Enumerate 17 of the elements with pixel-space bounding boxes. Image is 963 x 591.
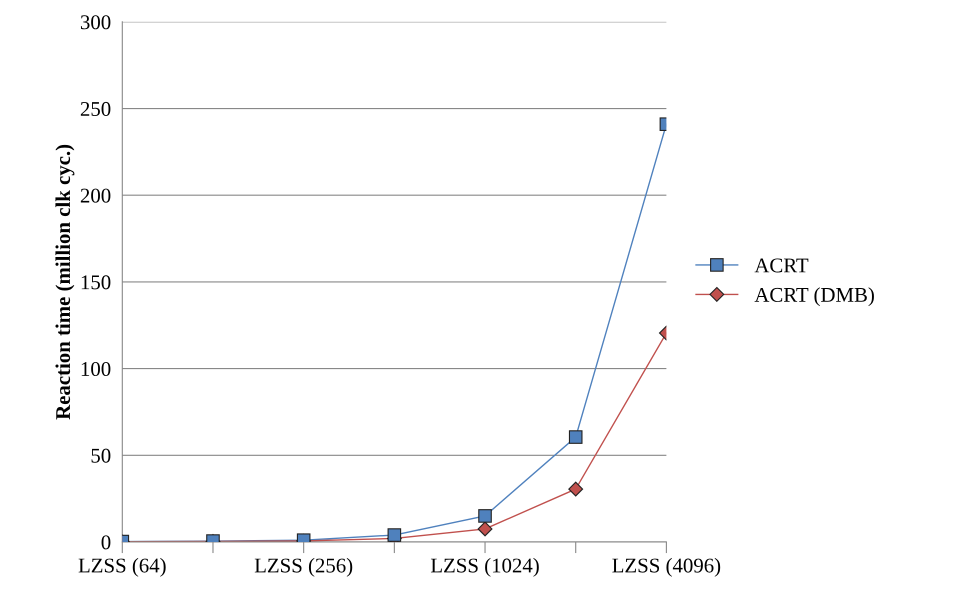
y-tick-label: 0 — [102, 535, 110, 550]
y-tick-label: 50 — [92, 448, 110, 463]
x-tick-label: LZSS (1024) — [430, 558, 539, 577]
x-tick-label: LZSS (4096) — [612, 558, 720, 577]
y-tick-label: 200 — [80, 188, 110, 203]
y-tick-label: 250 — [80, 102, 110, 116]
y-tick-label: 300 — [80, 15, 110, 30]
y-tick-label: 150 — [82, 275, 110, 290]
x-tick-label: LZSS (256) — [254, 558, 352, 577]
point — [478, 509, 492, 523]
y-tick-label: 100 — [82, 362, 110, 376]
x-tick-label: LZSS (64) — [78, 558, 166, 577]
point — [478, 522, 492, 536]
legend-label: ACRT — [754, 258, 808, 272]
y-axis-title: Reaction time (million clk cyc.) — [55, 144, 74, 420]
point — [388, 528, 402, 542]
legend-label: ACRT (DMB) — [754, 287, 874, 306]
